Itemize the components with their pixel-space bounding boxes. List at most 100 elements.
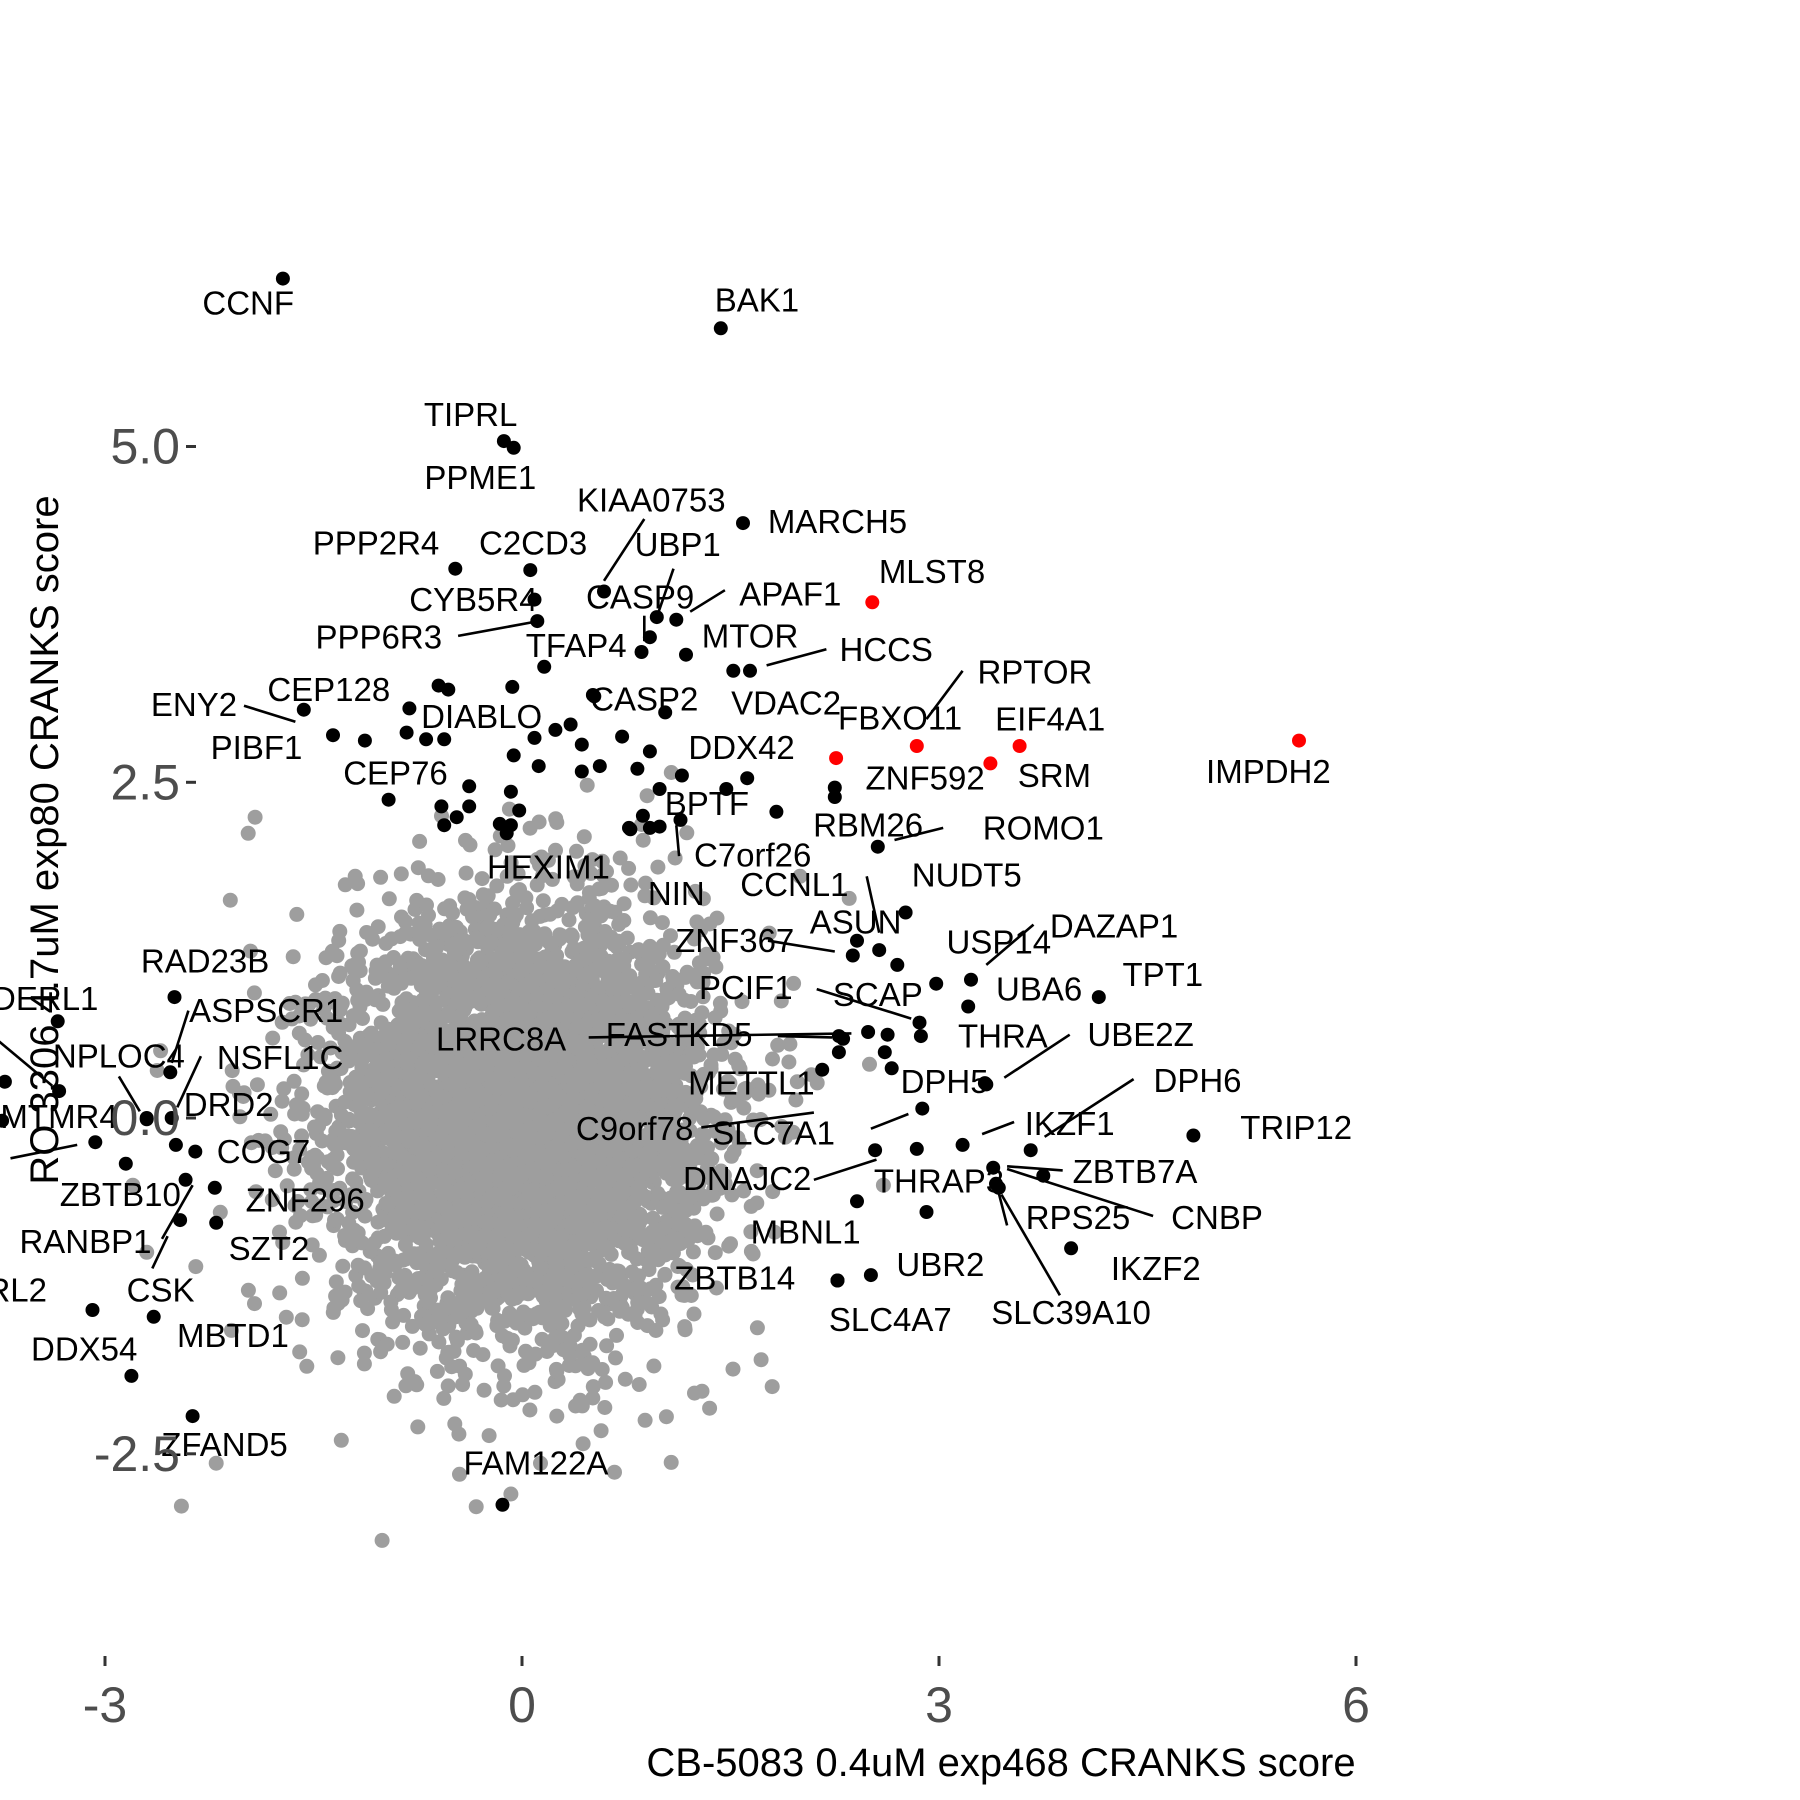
background-gene-point	[274, 1014, 290, 1030]
background-gene-point	[583, 944, 599, 960]
background-gene-point	[614, 1300, 630, 1316]
background-gene-point	[631, 1227, 647, 1243]
background-gene-point	[561, 912, 577, 928]
background-gene-point	[655, 959, 671, 975]
background-gene-point	[335, 1258, 351, 1274]
background-gene-point	[351, 954, 366, 970]
background-gene-point	[395, 1334, 411, 1350]
background-gene-point	[418, 977, 434, 993]
background-gene-point	[392, 1268, 408, 1284]
background-gene-point	[448, 1329, 464, 1345]
background-gene-point	[476, 1382, 492, 1398]
background-gene-point	[418, 1317, 434, 1333]
background-gene-point	[329, 1147, 345, 1163]
background-gene-point	[351, 1183, 367, 1199]
background-gene-point	[585, 1390, 601, 1406]
background-gene-point	[299, 1358, 315, 1374]
background-gene-point	[356, 1356, 372, 1372]
background-gene-point	[434, 973, 450, 989]
background-gene-point	[786, 975, 802, 991]
background-gene-point	[646, 1358, 662, 1374]
background-gene-point	[468, 1499, 484, 1515]
background-gene-point	[274, 1093, 290, 1109]
background-gene-point	[404, 1318, 420, 1334]
background-gene-point	[749, 1163, 765, 1179]
background-gene-point	[586, 911, 602, 927]
background-gene-point	[345, 1204, 361, 1220]
background-gene-point	[328, 1274, 344, 1290]
background-gene-point	[272, 1285, 288, 1301]
background-gene-point	[562, 1348, 578, 1364]
background-gene-point	[774, 1119, 790, 1134]
background-gene-point	[516, 1357, 532, 1373]
background-gene-point	[477, 1270, 493, 1286]
background-gene-point	[409, 892, 425, 908]
background-gene-point	[292, 1141, 308, 1157]
background-gene-point	[240, 1282, 256, 1298]
background-gene-point	[440, 1378, 456, 1394]
background-gene-point	[696, 1111, 712, 1127]
background-gene-point	[537, 926, 553, 942]
background-gene-point	[333, 1135, 349, 1151]
background-gene-point	[374, 1212, 390, 1228]
background-gene-point	[611, 917, 627, 932]
background-gene-point	[665, 1245, 681, 1261]
background-gene-point	[597, 1309, 612, 1325]
background-gene-point	[650, 859, 666, 875]
background-gene-point	[683, 994, 699, 1009]
background-gene-point	[466, 1343, 482, 1358]
background-gene-point	[287, 994, 303, 1010]
background-gene-point	[357, 1208, 373, 1224]
background-gene-point	[655, 937, 671, 953]
background-gene-point	[360, 1301, 376, 1317]
background-gene-point	[612, 850, 628, 866]
background-gene-point	[663, 1454, 679, 1470]
background-gene-point	[635, 832, 651, 848]
background-gene-point	[412, 1340, 428, 1356]
background-gene-point	[475, 887, 491, 903]
background-gene-point	[412, 833, 428, 849]
background-gene-point	[355, 1323, 370, 1339]
background-gene-point	[597, 1400, 613, 1415]
background-gene-point	[247, 1296, 262, 1312]
background-gene-point	[362, 1122, 377, 1138]
background-gene-point	[149, 1063, 165, 1078]
background-gene-point	[289, 906, 305, 922]
background-gene-point	[642, 938, 658, 954]
background-gene-point	[725, 1361, 741, 1377]
background-gene-point	[430, 872, 446, 887]
background-gene-point	[376, 1275, 392, 1291]
background-gene-point	[379, 1336, 395, 1352]
background-gene-point	[461, 1288, 477, 1304]
background-gene-point	[493, 1392, 509, 1408]
background-gene-point	[246, 985, 262, 1001]
background-gene-point	[637, 1412, 653, 1428]
background-gene-point	[582, 1312, 598, 1328]
background-gene-point	[370, 919, 386, 935]
background-gene-point	[518, 1344, 534, 1359]
background-gene-point	[575, 1436, 591, 1452]
background-gene-point	[535, 893, 551, 909]
background-gene-point	[609, 1327, 624, 1343]
background-gene-point	[610, 933, 626, 949]
background-gene-point	[398, 1378, 414, 1394]
background-gene-point	[841, 890, 857, 906]
background-gene-point	[400, 1366, 416, 1382]
background-gene-point	[702, 916, 718, 932]
background-gene-point	[449, 1265, 465, 1280]
background-gene-point	[457, 1366, 473, 1382]
background-gene-point	[224, 1063, 240, 1079]
background-gene-point	[685, 1244, 701, 1260]
background-gene-point	[724, 1187, 740, 1203]
background-gene-point	[533, 1455, 548, 1471]
background-gene-point	[294, 1128, 310, 1144]
background-gene-point	[505, 895, 521, 911]
background-gene-point	[406, 1080, 422, 1096]
background-gene-point	[607, 1464, 622, 1480]
background-gene-point	[243, 943, 258, 959]
background-gene-point	[328, 1288, 344, 1304]
background-gene-point	[273, 1124, 289, 1140]
background-gene-point	[380, 1197, 396, 1213]
